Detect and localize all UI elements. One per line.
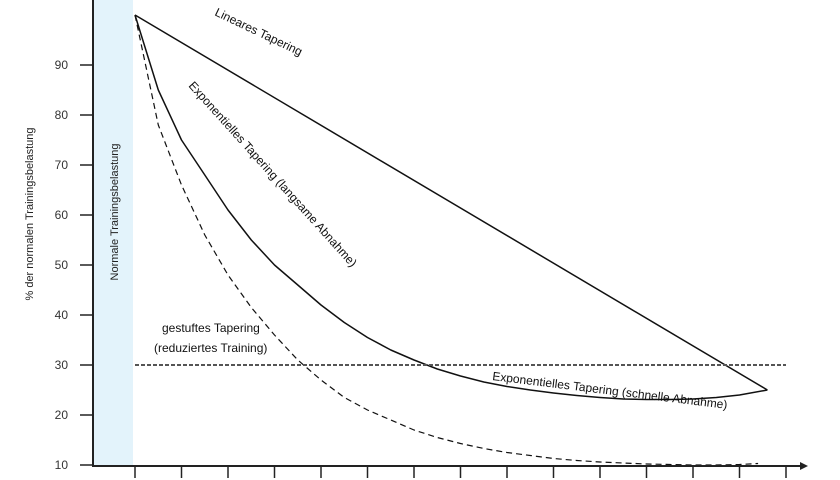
y-axis-label: % der normalen Trainingsbelastung [24, 127, 36, 300]
y-tick-label: 30 [55, 358, 69, 372]
series-layer [134, 14, 786, 466]
label-exp-fast: Exponentielles Tapering (schnelle Abnahm… [492, 369, 729, 412]
y-tick-label: 50 [55, 258, 69, 272]
label-step-2: (reduziertes Training) [154, 341, 267, 355]
series-line-2 [134, 14, 768, 401]
y-tick-label: 80 [55, 108, 69, 122]
normal-load-band [93, 0, 133, 465]
label-step-1: gestuftes Tapering [162, 321, 260, 335]
y-axis-ticks: 10 20 30 40 50 60 70 80 90 [55, 58, 93, 472]
y-tick-label: 70 [55, 158, 69, 172]
y-tick-label: 10 [55, 458, 69, 472]
label-exp-slow: Exponentielles Tapering (langsame Abnahm… [186, 79, 360, 270]
y-tick-label: 60 [55, 208, 69, 222]
series-line-3 [134, 14, 759, 466]
y-tick-label: 20 [55, 408, 69, 422]
x-axis-arrow [800, 462, 808, 470]
x-axis-ticks [134, 466, 787, 478]
series-line-1 [134, 14, 768, 391]
y-tick-label: 40 [55, 308, 69, 322]
band-label: Normale Trainingsbelastung [109, 144, 121, 281]
y-tick-label: 90 [55, 58, 69, 72]
label-linear: Lineares Tapering [213, 5, 305, 59]
